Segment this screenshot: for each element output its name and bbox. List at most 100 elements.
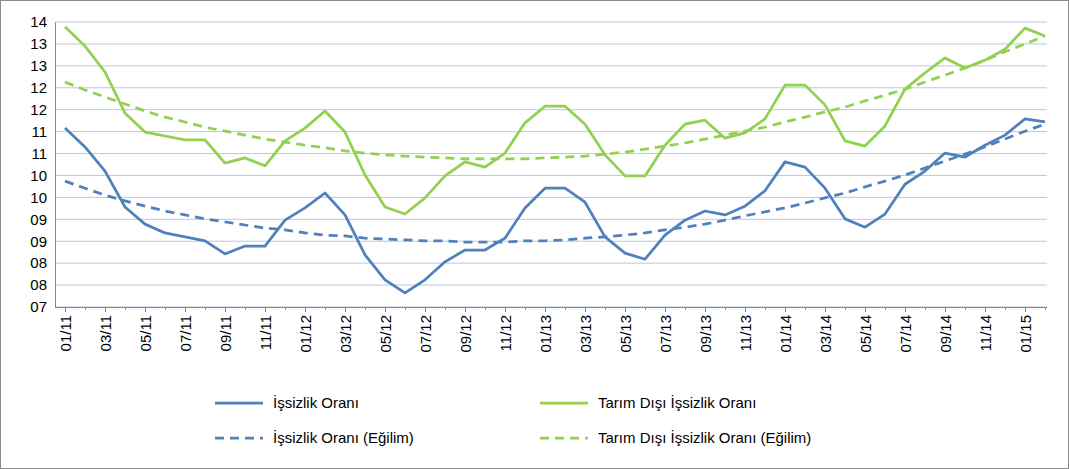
x-tick: 01/11	[57, 307, 74, 351]
x-tick-label: 01/13	[537, 315, 554, 353]
x-tick-label: 05/13	[617, 315, 634, 353]
x-tick-mark	[205, 307, 206, 310]
x-tick-label: 07/12	[417, 315, 434, 353]
y-tick: 08	[30, 276, 55, 293]
x-tick-mark	[65, 307, 66, 312]
x-tick-mark	[245, 307, 246, 310]
x-tick-label: 01/15	[1017, 315, 1034, 353]
x-tick-label: 05/14	[857, 315, 874, 353]
series-line	[65, 119, 1045, 293]
y-tick-label: 08	[30, 254, 47, 271]
x-tick-mark	[485, 307, 486, 310]
x-tick: 03/12	[337, 307, 354, 353]
x-tick: 03/11	[97, 307, 114, 351]
plot-area	[65, 27, 1045, 293]
x-tick-mark	[965, 307, 966, 310]
x-tick	[725, 307, 726, 310]
x-tick-label: 11/14	[977, 315, 994, 351]
x-tick-mark	[345, 307, 346, 312]
x-tick: 07/14	[897, 307, 914, 353]
series-line	[65, 124, 1045, 242]
x-tick	[245, 307, 246, 310]
x-tick-mark	[705, 307, 706, 312]
x-tick-mark	[585, 307, 586, 312]
legend-symbol	[215, 402, 263, 405]
x-tick: 07/12	[417, 307, 434, 353]
x-tick-mark	[1025, 307, 1026, 312]
x-tick: 05/13	[617, 307, 634, 353]
x-tick-label: 07/14	[897, 315, 914, 353]
x-tick	[1045, 307, 1046, 310]
x-tick	[765, 307, 766, 310]
x-tick-mark	[325, 307, 326, 310]
x-tick-mark	[985, 307, 986, 312]
y-axis: 0708080909101011111212131314	[30, 13, 55, 315]
x-tick-mark	[805, 307, 806, 310]
x-tick	[405, 307, 406, 310]
x-tick: 07/13	[657, 307, 674, 353]
x-tick-mark	[105, 307, 106, 312]
y-tick-label: 11	[31, 123, 47, 140]
x-tick-mark	[785, 307, 786, 312]
x-tick	[525, 307, 526, 310]
x-tick: 09/14	[937, 307, 954, 353]
x-tick: 01/15	[1017, 307, 1034, 353]
x-tick-mark	[145, 307, 146, 312]
x-tick	[605, 307, 606, 310]
y-tick: 14	[30, 13, 55, 30]
y-tick: 09	[30, 233, 55, 250]
x-tick	[805, 307, 806, 310]
x-tick: 09/11	[217, 307, 234, 351]
x-tick-mark	[1045, 307, 1046, 310]
x-tick: 07/11	[177, 307, 194, 351]
y-tick-label: 11	[31, 145, 47, 162]
x-tick-mark	[365, 307, 366, 310]
chart: 070808090910101111121213131401/1103/1105…	[0, 0, 1069, 469]
legend-label: İşsizlik Oranı (Eğilim)	[273, 429, 414, 446]
x-tick	[365, 307, 366, 310]
x-tick-mark	[845, 307, 846, 310]
legend-item: Tarım Dışı İşsizlik Oranı (Eğilim)	[540, 429, 811, 446]
x-tick-mark	[125, 307, 126, 310]
x-tick-label: 09/12	[457, 315, 474, 353]
x-tick: 05/11	[137, 307, 154, 351]
x-tick-label: 03/14	[817, 315, 834, 353]
x-tick-mark	[385, 307, 386, 312]
legend-item: İşsizlik Oranı (Eğilim)	[215, 429, 414, 446]
grid-line	[55, 263, 1047, 264]
x-tick-mark	[305, 307, 306, 312]
x-axis-line	[55, 307, 1047, 308]
x-tick-mark	[285, 307, 286, 310]
x-tick	[565, 307, 566, 310]
x-tick-mark	[1005, 307, 1006, 310]
y-tick-label: 09	[30, 233, 47, 250]
x-tick-mark	[185, 307, 186, 312]
grid-line	[55, 65, 1047, 66]
x-tick-label: 09/11	[217, 315, 234, 351]
x-tick-mark	[445, 307, 446, 310]
x-tick-label: 11/11	[257, 315, 274, 350]
y-tick: 09	[30, 211, 55, 228]
series-line	[65, 36, 1045, 159]
x-tick-mark	[545, 307, 546, 312]
legend-item: Tarım Dışı İşsizlik Oranı	[540, 394, 756, 411]
legend-symbol	[540, 437, 588, 440]
x-tick-mark	[605, 307, 606, 310]
x-tick-label: 01/12	[297, 315, 314, 353]
x-tick-label: 07/11	[177, 315, 194, 351]
y-tick: 11	[31, 145, 55, 162]
y-tick-label: 09	[30, 211, 47, 228]
x-tick: 11/11	[257, 307, 274, 350]
x-tick: 09/12	[457, 307, 474, 353]
x-tick: 09/13	[697, 307, 714, 353]
x-tick-mark	[85, 307, 86, 310]
x-tick	[645, 307, 646, 310]
x-tick: 11/12	[497, 307, 514, 351]
grid-line	[55, 87, 1047, 88]
y-tick-label: 12	[30, 79, 47, 96]
y-tick: 12	[30, 101, 55, 118]
x-tick	[845, 307, 846, 310]
x-tick: 01/12	[297, 307, 314, 353]
legend-symbol	[215, 437, 263, 440]
grid-line	[55, 153, 1047, 154]
